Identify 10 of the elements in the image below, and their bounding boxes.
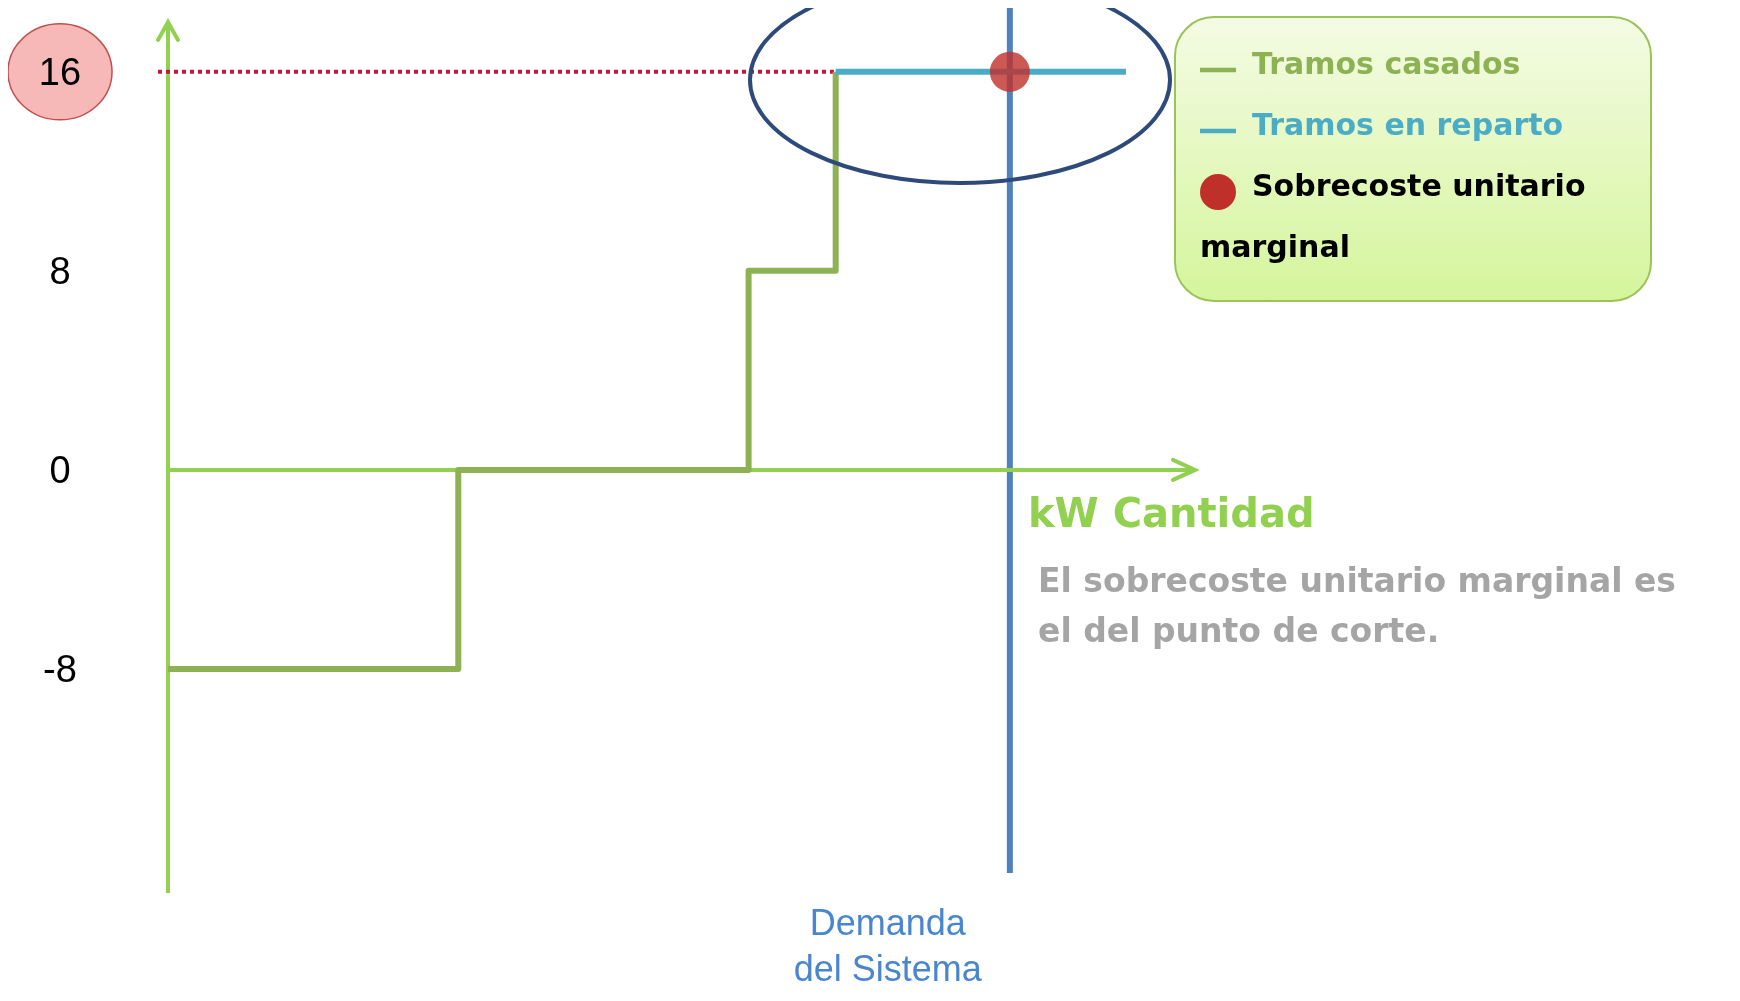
y-tick-label: 0 [49,449,71,492]
y-tick-label: -8 [43,648,77,691]
legend-label: Tramos casados [1252,46,1521,81]
legend-label: Sobrecoste unitario marginal [1200,168,1586,264]
annotation: kW Cantidad [1028,490,1315,536]
text: Demanda del Sistema [793,902,983,989]
y-tick-label: 8 [49,250,71,293]
annotation: El sobrecoste unitario marginal es el del punto de corte. [1038,560,1677,652]
legend-label: Tramos en reparto [1252,107,1564,142]
y-tick-label: 16 [38,51,82,94]
